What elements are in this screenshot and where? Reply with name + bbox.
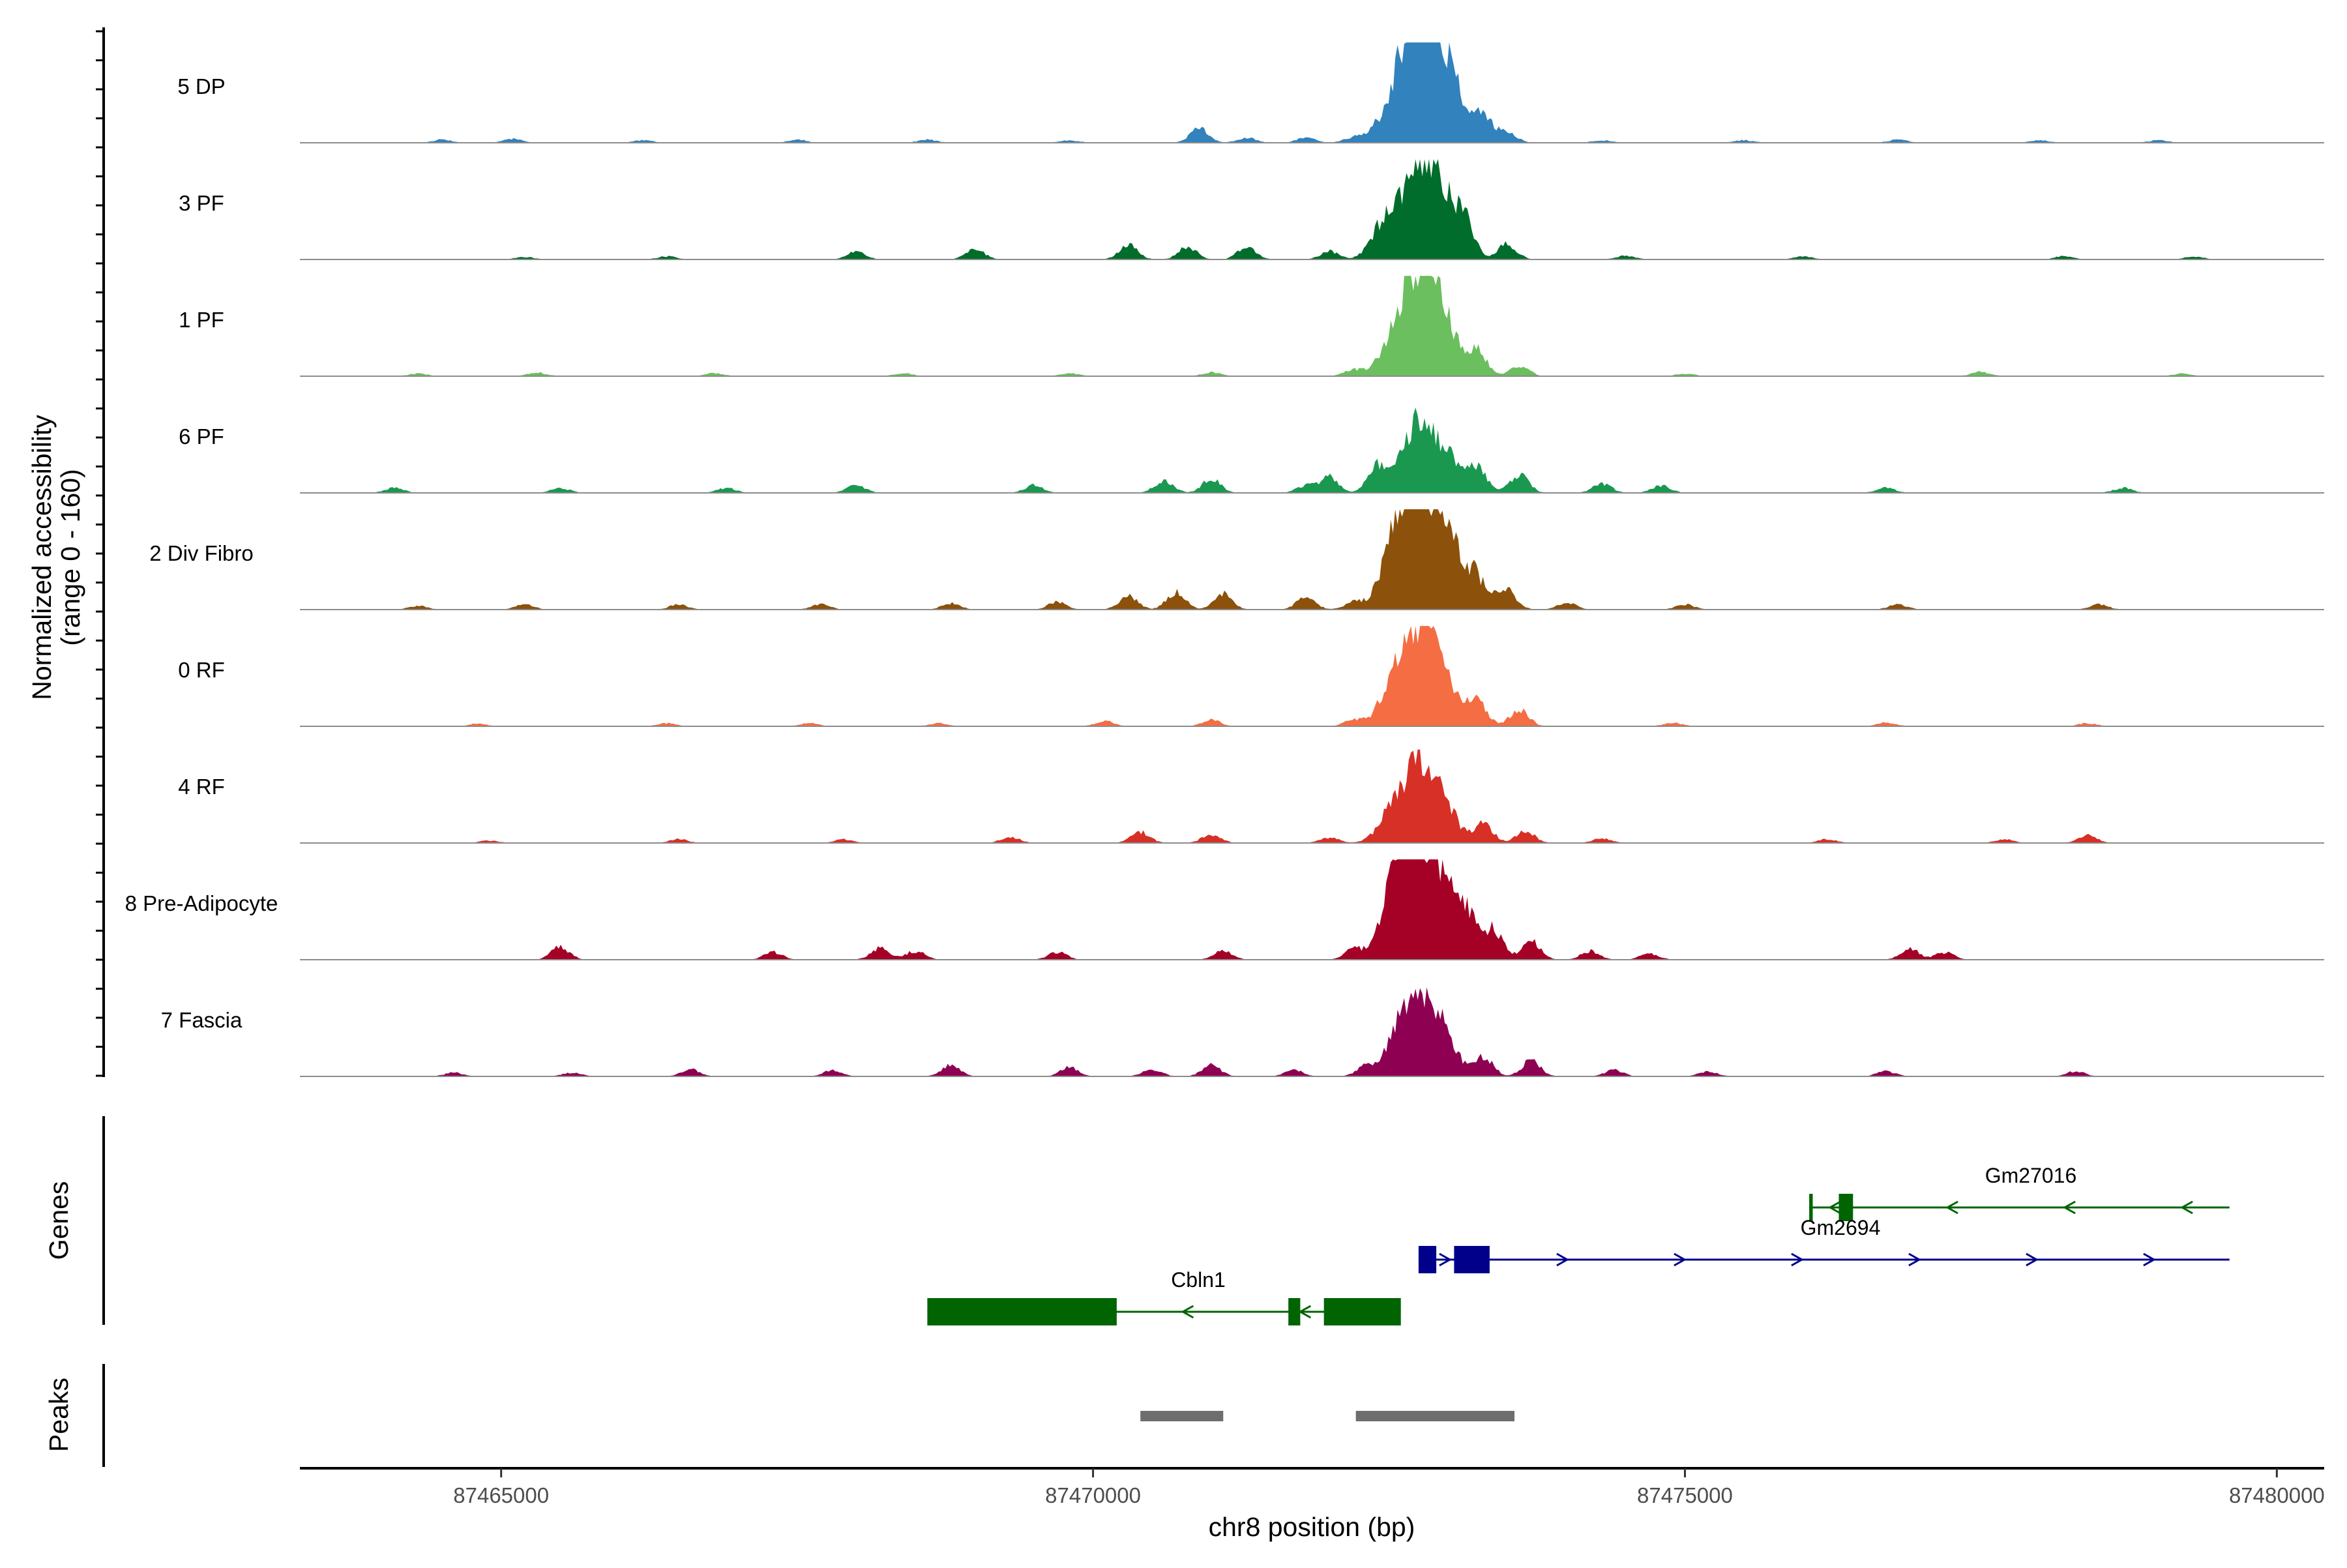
exon [1418,1246,1437,1273]
exon [1454,1246,1490,1273]
track-label: 4 RF [178,775,225,799]
strand-arrow [1791,1252,1804,1267]
gene-gm2694: Gm2694 [1418,1216,2230,1273]
track-label: 3 PF [179,191,224,215]
track-0-rf: 0 RF [178,626,2324,727]
strand-arrow [2143,1252,2156,1267]
gene-label: Gm2694 [1801,1216,1881,1239]
track-3-pf: 3 PF [179,159,2324,260]
track-5-dp: 5 DP [177,42,2324,143]
track-2-div-fibro: 2 Div Fibro [149,509,2324,610]
track-signal [300,859,2324,960]
track-signal [300,42,2324,143]
exon [1838,1194,1853,1221]
track-signal [300,987,2324,1076]
exon [1809,1194,1813,1221]
exon [1323,1298,1401,1325]
x-tick-label: 87470000 [1045,1483,1141,1507]
peak-region [1355,1411,1514,1421]
track-signal [300,626,2324,726]
strand-arrow [2180,1200,2193,1215]
y-axis-range: (range 0 - 160) [55,469,85,645]
track-label: 6 PF [179,424,224,449]
strand-arrow [1908,1252,1921,1267]
peak-region [1140,1411,1224,1421]
strand-arrow [1674,1252,1687,1267]
strand-arrow [1556,1252,1569,1267]
x-tick-label: 87480000 [2229,1483,2325,1507]
y-axis-title: Normalized accessibility [27,415,57,700]
strand-arrow [1439,1252,1452,1267]
track-signal [300,749,2324,843]
peaks-panel-title: Peaks [44,1378,74,1452]
exon [1288,1298,1301,1325]
gene-gm27016: Gm27016 [1809,1164,2230,1221]
track-signal [300,276,2324,376]
exon [927,1298,1117,1325]
track-8-pre-adipocyte: 8 Pre-Adipocyte [125,859,2324,960]
track-label: 2 Div Fibro [149,541,254,565]
y-axis-ticks [96,30,104,1077]
peak-regions [1140,1411,1514,1421]
track-label: 0 RF [178,658,225,682]
track-7-fascia: 7 Fascia [161,987,2324,1077]
gene-label: Gm27016 [1985,1164,2077,1187]
x-tick-label: 87475000 [1637,1483,1733,1507]
track-6-pf: 6 PF [179,407,2324,494]
x-axis-ticks: 87465000 87470000 87475000 87480000 [453,1468,2325,1507]
track-4-rf: 4 RF [178,749,2324,844]
track-label: 5 DP [177,74,225,98]
strand-arrow [1828,1200,1841,1215]
x-axis-title: chr8 position (bp) [1209,1512,1415,1542]
gene-annotations: Gm27016 Gm2694 Cbln1 [927,1164,2230,1325]
x-tick-label: 87465000 [453,1483,549,1507]
track-signal [300,407,2324,493]
genes-panel-title: Genes [44,1181,74,1260]
track-signal [300,159,2324,259]
gene-cbln1: Cbln1 [927,1268,1401,1325]
track-1-pf: 1 PF [179,276,2324,377]
track-label: 7 Fascia [161,1008,243,1032]
strand-arrow [1181,1305,1194,1319]
track-signal [300,509,2324,610]
track-label: 8 Pre-Adipocyte [125,891,278,915]
accessibility-tracks: 5 DP 3 PF 1 PF 6 PF 2 Div Fibro 0 RF 4 RF 8 Pre… [125,42,2324,1077]
strand-arrow [1945,1200,1958,1215]
gene-label: Cbln1 [1171,1268,1226,1292]
strand-arrow [2026,1252,2039,1267]
track-label: 1 PF [179,308,224,332]
strand-arrow [2063,1200,2076,1215]
